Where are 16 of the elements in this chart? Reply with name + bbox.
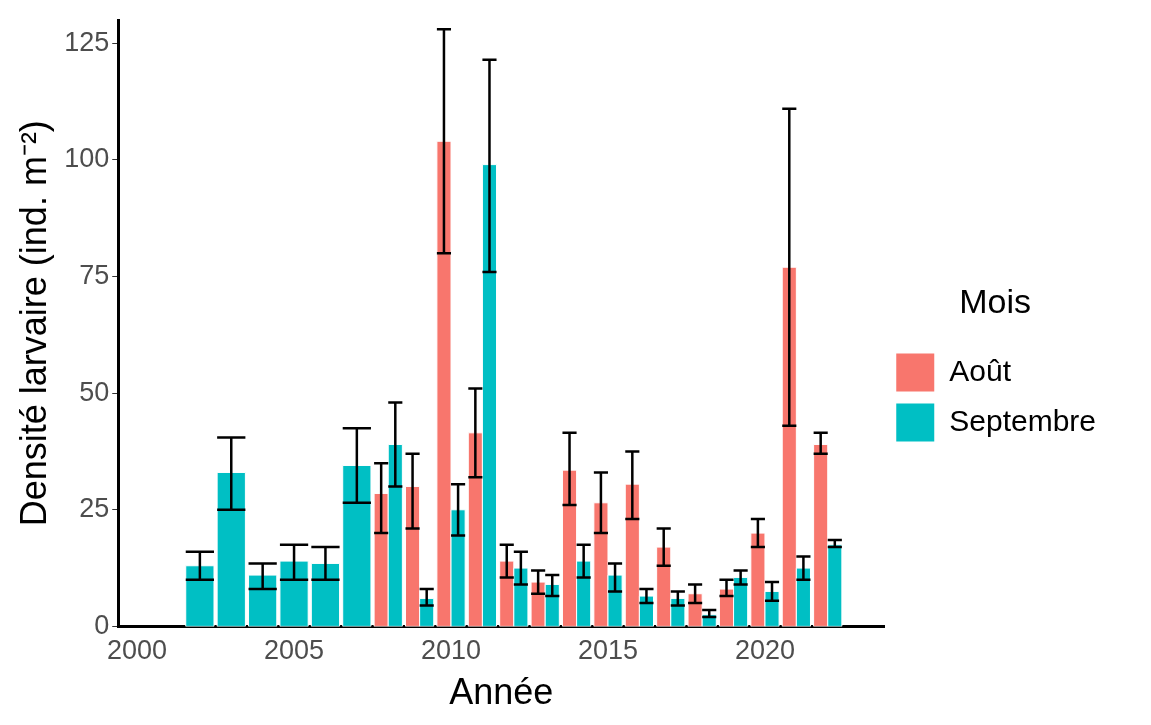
y-tick-label: 25 <box>79 493 110 524</box>
x-tick-label: 2005 <box>264 635 325 666</box>
x-tick-label: 2015 <box>577 635 639 666</box>
legend-title: Mois <box>959 281 1032 320</box>
legend-label: Août <box>949 353 1012 387</box>
x-tick-label: 2000 <box>107 635 168 666</box>
x-tick-label: 2020 <box>734 635 795 666</box>
y-axis-title: Densité larvaire (ind. m⁻²) <box>12 120 54 527</box>
y-tick-label: 75 <box>79 260 110 291</box>
y-tick-label: 0 <box>94 609 110 640</box>
y-tick-label: 50 <box>79 376 110 407</box>
y-tick-label: 100 <box>64 143 110 174</box>
x-axis-title: Année <box>449 671 554 713</box>
x-tick-label: 2010 <box>420 635 482 666</box>
legend-label: Septembre <box>949 403 1096 437</box>
y-tick-label: 125 <box>64 26 110 57</box>
